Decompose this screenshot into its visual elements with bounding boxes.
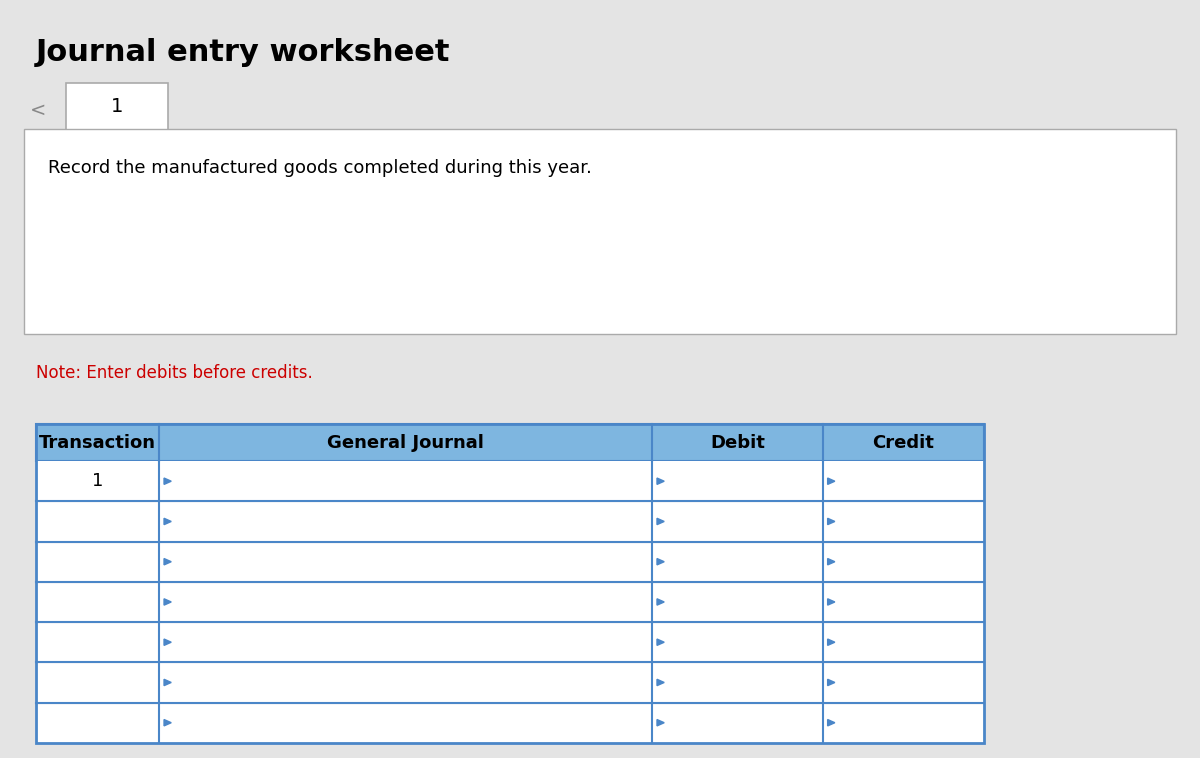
FancyBboxPatch shape [66,83,168,136]
Polygon shape [658,679,665,686]
Text: 1: 1 [92,472,103,490]
Text: General Journal: General Journal [328,434,484,452]
Text: 1: 1 [110,96,124,116]
Polygon shape [658,559,665,565]
Polygon shape [828,719,835,726]
Polygon shape [164,478,172,484]
Polygon shape [828,518,835,525]
Polygon shape [828,559,835,565]
Polygon shape [828,639,835,645]
FancyBboxPatch shape [36,541,984,582]
FancyBboxPatch shape [36,582,984,622]
Text: Journal entry worksheet: Journal entry worksheet [36,38,450,67]
Text: Credit: Credit [872,434,935,452]
FancyBboxPatch shape [24,129,1176,334]
Polygon shape [164,679,172,686]
FancyBboxPatch shape [36,501,984,541]
Text: Record the manufactured goods completed during this year.: Record the manufactured goods completed … [48,159,592,177]
FancyBboxPatch shape [36,622,984,662]
FancyBboxPatch shape [36,424,984,461]
Polygon shape [658,478,665,484]
Text: <: < [30,100,47,120]
Polygon shape [164,559,172,565]
Polygon shape [164,599,172,605]
Polygon shape [658,719,665,726]
Polygon shape [164,639,172,645]
Text: Debit: Debit [710,434,764,452]
Polygon shape [828,478,835,484]
Polygon shape [164,518,172,525]
Polygon shape [658,518,665,525]
FancyBboxPatch shape [36,703,984,743]
Polygon shape [828,679,835,686]
FancyBboxPatch shape [36,662,984,703]
Text: Transaction: Transaction [40,434,156,452]
Polygon shape [658,639,665,645]
Polygon shape [164,719,172,726]
Polygon shape [828,599,835,605]
Polygon shape [658,599,665,605]
FancyBboxPatch shape [36,461,984,501]
Text: Note: Enter debits before credits.: Note: Enter debits before credits. [36,364,313,382]
